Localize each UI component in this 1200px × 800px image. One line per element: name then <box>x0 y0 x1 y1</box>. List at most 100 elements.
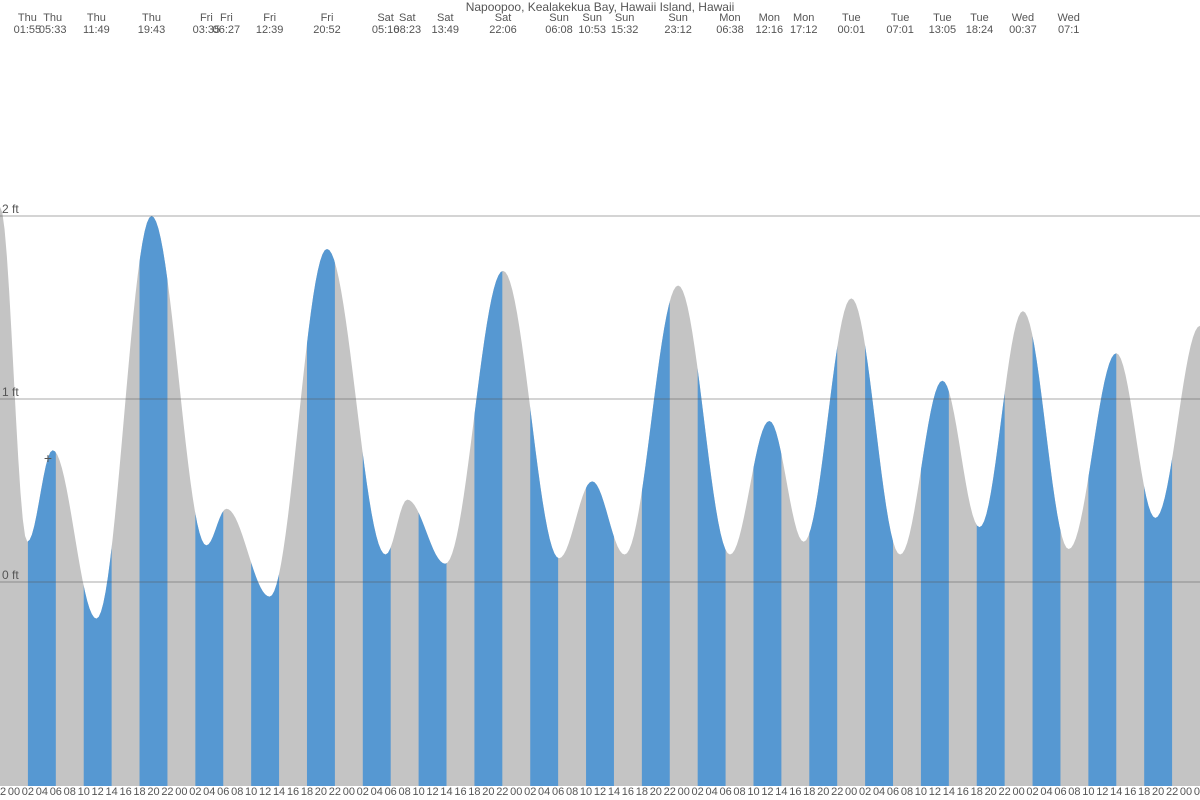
hour-tick-label: 20 <box>482 786 494 798</box>
hour-tick-label: 04 <box>538 786 550 798</box>
hour-tick-label: 02 <box>1194 786 1200 798</box>
tide-event-label: Thu11:49 <box>83 12 110 36</box>
hour-tick-label: 22 <box>999 786 1011 798</box>
hour-tick-label: 04 <box>36 786 48 798</box>
hour-tick-label: 22 <box>161 786 173 798</box>
hour-tick-label: 20 <box>315 786 327 798</box>
hour-tick-label: 12 <box>761 786 773 798</box>
hour-tick-label: 12 <box>594 786 606 798</box>
hour-tick-label: 20 <box>650 786 662 798</box>
hour-tick-label: 16 <box>454 786 466 798</box>
hour-tick-label: 14 <box>1110 786 1122 798</box>
tide-event-label: Sat08:23 <box>394 12 422 36</box>
hour-tick-label: 14 <box>943 786 955 798</box>
hour-tick-label: 02 <box>524 786 536 798</box>
hour-tick-label: 22 <box>664 786 676 798</box>
hour-tick-label: 04 <box>371 786 383 798</box>
tide-event-label: Sun23:12 <box>664 12 692 36</box>
hour-tick-label: 18 <box>133 786 145 798</box>
tide-event-label: Fri20:52 <box>313 12 341 36</box>
hour-tick-label: 04 <box>1040 786 1052 798</box>
hour-tick-label: 18 <box>468 786 480 798</box>
tide-event-label: Tue18:24 <box>966 12 994 36</box>
hour-tick-label: 16 <box>957 786 969 798</box>
hour-tick-label: 06 <box>385 786 397 798</box>
hour-tick-label: 22 <box>0 786 6 798</box>
hour-tick-label: 06 <box>887 786 899 798</box>
tide-event-label: Tue00:01 <box>838 12 866 36</box>
hour-tick-label: 06 <box>1054 786 1066 798</box>
hour-tick-label: 06 <box>217 786 229 798</box>
tide-event-label: Sat13:49 <box>431 12 459 36</box>
hour-tick-label: 20 <box>985 786 997 798</box>
hour-tick-label: 10 <box>245 786 257 798</box>
hour-tick-label: 16 <box>119 786 131 798</box>
tide-event-label: Thu01:55 <box>14 12 42 36</box>
hour-tick-label: 08 <box>901 786 913 798</box>
hour-tick-label: 08 <box>231 786 243 798</box>
hour-tick-label: 14 <box>775 786 787 798</box>
hour-tick-label: 18 <box>301 786 313 798</box>
hour-tick-label: 18 <box>636 786 648 798</box>
hour-tick-label: 00 <box>1012 786 1024 798</box>
hour-tick-label: 02 <box>22 786 34 798</box>
hour-tick-label: 00 <box>510 786 522 798</box>
tide-event-label: Tue07:01 <box>886 12 914 36</box>
hour-tick-label: 14 <box>440 786 452 798</box>
hour-tick-label: 10 <box>747 786 759 798</box>
hour-tick-label: 12 <box>426 786 438 798</box>
tide-event-label: Thu05:33 <box>39 12 67 36</box>
hour-tick-label: 20 <box>147 786 159 798</box>
tide-event-label: Fri06:27 <box>213 12 241 36</box>
hour-tick-label: 00 <box>1180 786 1192 798</box>
hour-tick-label: 18 <box>971 786 983 798</box>
hour-tick-label: 02 <box>859 786 871 798</box>
hour-tick-label: 12 <box>929 786 941 798</box>
tide-event-label: Mon12:16 <box>756 12 784 36</box>
tide-event-label: Wed00:37 <box>1009 12 1037 36</box>
tide-event-label: Sat22:06 <box>489 12 517 36</box>
tide-event-label: Sun06:08 <box>545 12 573 36</box>
hour-tick-label: 16 <box>622 786 634 798</box>
tide-chart: Napoopoo, Kealakekua Bay, Hawaii Island,… <box>0 0 1200 800</box>
hour-tick-label: 02 <box>1026 786 1038 798</box>
hour-tick-label: 16 <box>789 786 801 798</box>
tide-event-label: Tue13:05 <box>929 12 957 36</box>
hour-tick-label: 10 <box>915 786 927 798</box>
y-tick-label: 0 ft <box>2 568 19 582</box>
hour-tick-label: 12 <box>259 786 271 798</box>
hour-tick-label: 16 <box>287 786 299 798</box>
hour-tick-label: 08 <box>1068 786 1080 798</box>
hour-labels-row: 2200020406081012141618202200020406081012… <box>0 786 1200 800</box>
hour-tick-label: 10 <box>580 786 592 798</box>
hour-tick-label: 22 <box>329 786 341 798</box>
hour-tick-label: 10 <box>412 786 424 798</box>
hour-tick-label: 22 <box>496 786 508 798</box>
tide-event-label: Sun15:32 <box>611 12 639 36</box>
hour-tick-label: 06 <box>552 786 564 798</box>
hour-tick-label: 04 <box>873 786 885 798</box>
hour-tick-label: 06 <box>50 786 62 798</box>
y-tick-label: 1 ft <box>2 385 19 399</box>
hour-tick-label: 22 <box>1166 786 1178 798</box>
event-labels-row: Thu01:55Thu05:33Thu11:49Thu19:43Fri03:35… <box>0 12 1200 42</box>
tide-event-label: Thu19:43 <box>138 12 166 36</box>
tide-event-label: Sun10:53 <box>578 12 606 36</box>
now-marker: + <box>44 450 52 466</box>
hour-tick-label: 10 <box>78 786 90 798</box>
hour-tick-label: 00 <box>343 786 355 798</box>
hour-tick-label: 18 <box>1138 786 1150 798</box>
hour-tick-label: 02 <box>189 786 201 798</box>
hour-tick-label: 00 <box>175 786 187 798</box>
hour-tick-label: 00 <box>678 786 690 798</box>
chart-svg <box>0 0 1200 800</box>
hour-tick-label: 22 <box>831 786 843 798</box>
hour-tick-label: 12 <box>1096 786 1108 798</box>
hour-tick-label: 02 <box>357 786 369 798</box>
hour-tick-label: 02 <box>692 786 704 798</box>
hour-tick-label: 12 <box>92 786 104 798</box>
hour-tick-label: 08 <box>399 786 411 798</box>
tide-event-label: Mon17:12 <box>790 12 818 36</box>
tide-event-label: Wed07:1 <box>1057 12 1079 36</box>
hour-tick-label: 08 <box>566 786 578 798</box>
